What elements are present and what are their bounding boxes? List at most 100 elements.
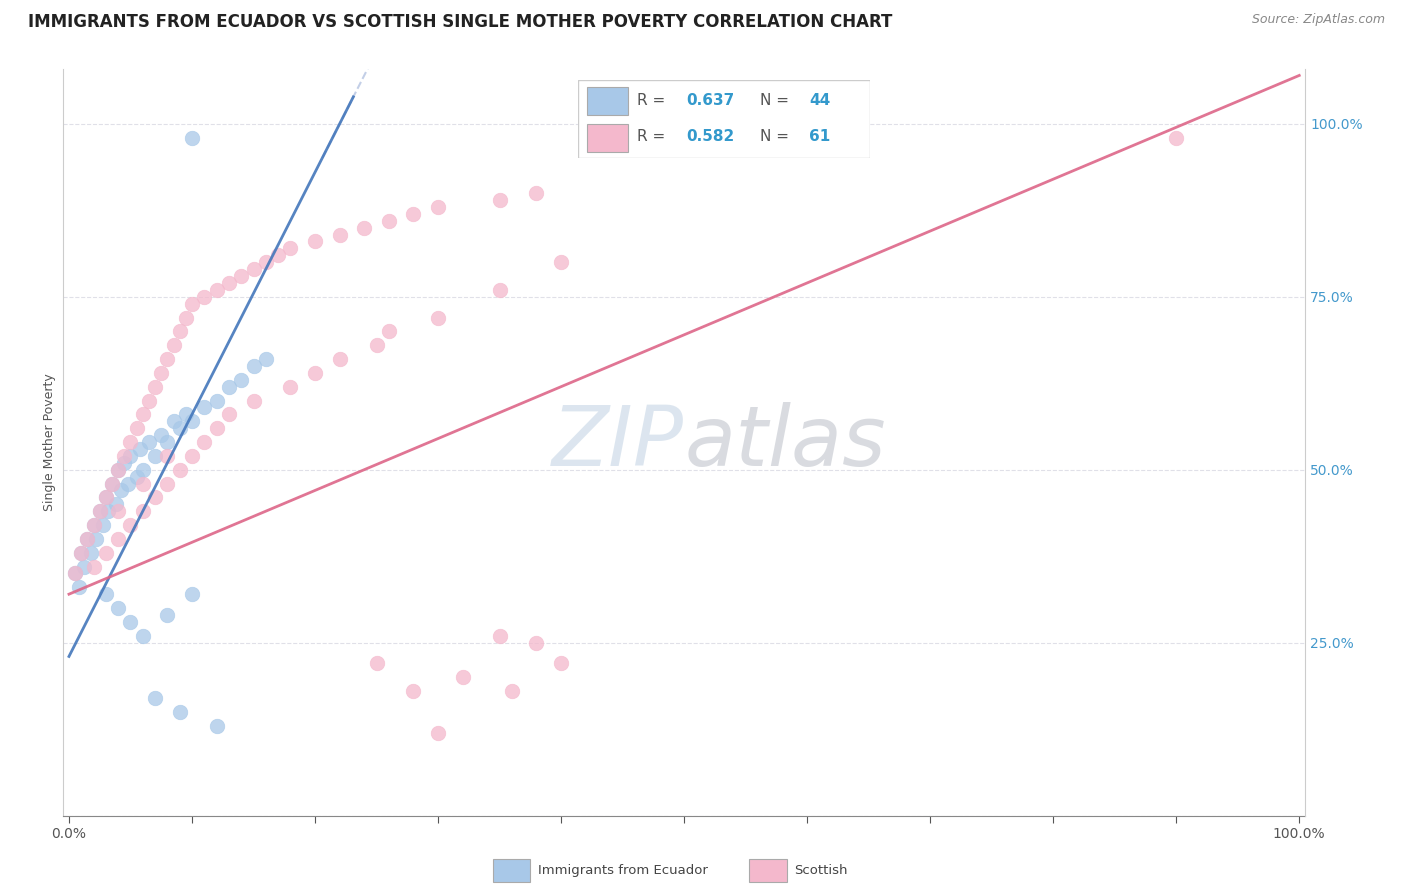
Point [107,463,129,477]
Point [120,449,142,463]
Point [169,421,191,435]
Point [550,657,572,671]
Point [162,414,184,428]
Point [120,435,142,450]
Point [427,725,450,739]
Point [143,690,166,705]
Point [181,449,204,463]
Point [218,276,240,290]
Point [70,546,93,560]
Y-axis label: Single Mother Poverty: Single Mother Poverty [44,373,56,511]
Point [76,532,98,546]
Point [120,518,142,533]
Point [84,532,107,546]
Point [378,324,401,338]
Point [156,607,179,622]
Point [218,380,240,394]
Point [162,338,184,352]
Point [526,635,548,649]
Point [181,130,204,145]
Point [120,615,142,629]
Point [83,559,105,574]
Point [231,373,253,387]
Point [110,483,132,498]
Point [89,504,111,518]
Point [218,408,240,422]
Point [156,351,179,366]
Point [254,255,277,269]
Point [169,324,191,338]
Point [169,463,191,477]
Point [107,532,129,546]
Point [427,310,450,325]
Point [132,476,155,491]
Point [550,255,572,269]
Point [73,559,96,574]
Point [181,587,204,601]
Point [94,546,117,560]
Point [132,408,155,422]
Point [501,684,523,698]
Point [169,705,191,719]
Point [254,351,277,366]
Point [83,518,105,533]
Point [205,393,228,408]
Point [94,491,117,505]
Point [267,248,290,262]
Point [205,421,228,435]
Text: ZIP: ZIP [553,401,685,483]
Point [104,497,127,511]
Point [76,532,98,546]
Text: Immigrants from Ecuador: Immigrants from Ecuador [538,864,709,877]
Point [112,456,135,470]
Point [125,469,148,483]
Point [329,227,352,242]
Point [150,366,173,380]
Point [112,449,135,463]
Point [427,200,450,214]
Point [138,435,160,450]
Text: Scottish: Scottish [794,864,848,877]
Point [101,476,124,491]
Point [83,518,105,533]
Point [67,580,90,594]
Point [107,504,129,518]
Bar [492,859,530,882]
Point [329,351,352,366]
Text: IMMIGRANTS FROM ECUADOR VS SCOTTISH SINGLE MOTHER POVERTY CORRELATION CHART: IMMIGRANTS FROM ECUADOR VS SCOTTISH SING… [28,13,893,31]
Point [89,504,111,518]
Point [132,504,155,518]
Point [156,435,179,450]
Point [93,518,115,533]
Point [138,393,160,408]
Point [181,414,204,428]
Point [193,290,215,304]
Point [125,421,148,435]
Point [488,629,510,643]
Point [242,393,264,408]
Point [1166,130,1188,145]
Point [94,587,117,601]
Point [63,566,86,581]
Point [304,366,326,380]
Point [117,476,139,491]
Point [366,338,388,352]
Point [242,359,264,373]
Point [107,463,129,477]
Point [242,262,264,277]
Point [402,207,425,221]
Point [174,408,197,422]
Point [143,449,166,463]
Point [132,629,155,643]
Point [107,601,129,615]
Point [156,449,179,463]
Point [451,670,474,684]
Point [101,476,124,491]
Point [63,566,86,581]
Point [129,442,152,456]
Point [402,684,425,698]
Point [143,491,166,505]
Point [353,220,375,235]
Point [526,186,548,200]
Point [378,213,401,227]
